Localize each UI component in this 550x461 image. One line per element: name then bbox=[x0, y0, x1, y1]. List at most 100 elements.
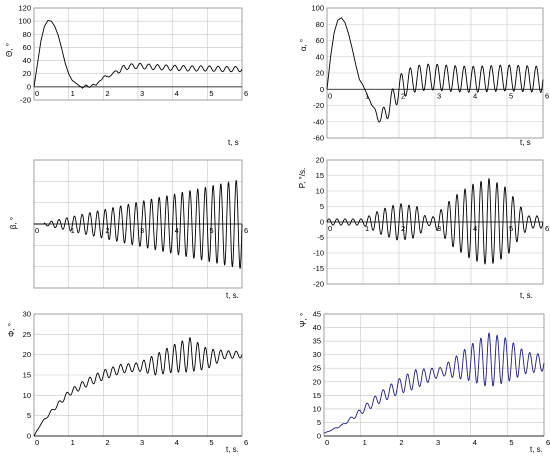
y-tick-label: 100 bbox=[311, 4, 324, 13]
y-tick-label: -20 bbox=[313, 280, 324, 289]
y-tick-label: 120 bbox=[18, 4, 31, 13]
x-tick-label: 6 bbox=[545, 91, 549, 100]
x-tick-label: 2 bbox=[105, 89, 109, 98]
y-tick-label: -20 bbox=[313, 101, 324, 110]
x-tick-label: 1 bbox=[365, 224, 369, 233]
y-tick-label: 5 bbox=[27, 411, 31, 420]
x-axis-label: t, s. bbox=[226, 445, 239, 454]
y-tick-label: 10 bbox=[316, 187, 324, 196]
y-tick-label: 0 bbox=[27, 82, 31, 91]
x-axis-label: t, s bbox=[520, 138, 531, 147]
x-tick-label: 5 bbox=[209, 89, 213, 98]
series-line bbox=[326, 17, 544, 123]
x-tick-label: 6 bbox=[244, 438, 248, 447]
x-tick-label: 3 bbox=[140, 226, 144, 235]
x-tick-label: 0 bbox=[328, 91, 332, 100]
y-tick-label: -60 bbox=[313, 134, 324, 143]
x-tick-label: 6 bbox=[546, 438, 550, 447]
x-tick-label: 3 bbox=[436, 438, 440, 447]
chart-3: 0 1 2 3 4 5 6β, °t, s. bbox=[9, 159, 248, 300]
x-tick-label: 4 bbox=[473, 438, 477, 447]
y-tick-label: 10 bbox=[23, 391, 31, 400]
x-tick-label: 4 bbox=[175, 438, 179, 447]
series-line bbox=[33, 180, 243, 269]
x-axis-label: t, s. bbox=[520, 291, 533, 300]
y-axis-label: α, ° bbox=[299, 39, 308, 51]
x-axis-label: t, s bbox=[228, 138, 239, 147]
y-tick-label: 30 bbox=[313, 350, 321, 359]
y-tick-label: 20 bbox=[23, 350, 31, 359]
y-tick-label: 25 bbox=[23, 330, 31, 339]
y-tick-label: 15 bbox=[316, 171, 324, 180]
series-line bbox=[33, 337, 243, 437]
y-axis-label: β, ° bbox=[9, 217, 18, 229]
series-line bbox=[323, 332, 545, 434]
x-tick-label: 1 bbox=[71, 89, 75, 98]
y-tick-label: 40 bbox=[23, 56, 31, 65]
x-tick-label: 1 bbox=[71, 226, 75, 235]
y-tick-label: 20 bbox=[23, 69, 31, 78]
series-line bbox=[326, 178, 544, 265]
x-tick-label: 5 bbox=[509, 438, 513, 447]
y-tick-label: 15 bbox=[23, 371, 31, 380]
y-axis-label: Ψ, ° bbox=[299, 313, 308, 327]
x-tick-label: 1 bbox=[71, 438, 75, 447]
y-tick-label: 10 bbox=[313, 404, 321, 413]
x-tick-label: 2 bbox=[399, 438, 403, 447]
x-tick-label: 6 bbox=[244, 226, 248, 235]
y-tick-label: 30 bbox=[23, 310, 31, 319]
y-tick-label: 80 bbox=[23, 30, 31, 39]
chart-1: 0 1 2 3 4 5 6 -20 0 20 40 60 80 100 120 Θ, ° t, s bbox=[5, 4, 248, 148]
series-line bbox=[33, 20, 243, 89]
x-tick-label: 3 bbox=[437, 224, 441, 233]
y-tick-label: 20 bbox=[316, 69, 324, 78]
x-axis-label: t, s. bbox=[226, 291, 239, 300]
x-tick-label: 6 bbox=[244, 89, 248, 98]
y-tick-label: 60 bbox=[23, 43, 31, 52]
y-tick-label: 15 bbox=[313, 391, 321, 400]
x-tick-label: 4 bbox=[175, 89, 179, 98]
x-tick-label: 3 bbox=[140, 89, 144, 98]
y-tick-label: -15 bbox=[313, 264, 324, 273]
y-tick-label: 25 bbox=[313, 364, 321, 373]
x-tick-label: 1 bbox=[363, 438, 367, 447]
x-tick-label: 2 bbox=[105, 438, 109, 447]
x-tick-label: 2 bbox=[401, 91, 405, 100]
x-tick-label: 3 bbox=[437, 91, 441, 100]
x-tick-label: 5 bbox=[509, 91, 513, 100]
x-tick-label: 5 bbox=[209, 438, 213, 447]
y-tick-label: -10 bbox=[313, 249, 324, 258]
x-tick-label: 4 bbox=[473, 91, 477, 100]
plot-frame bbox=[33, 7, 243, 101]
x-tick-label: 0 bbox=[35, 89, 39, 98]
x-tick-label: 1 bbox=[365, 91, 369, 100]
y-tick-label: 20 bbox=[316, 156, 324, 165]
x-axis-label: t, s. bbox=[530, 445, 543, 454]
y-tick-label: 100 bbox=[18, 17, 31, 26]
y-tick-label: -40 bbox=[313, 117, 324, 126]
y-tick-label: 5 bbox=[320, 202, 324, 211]
y-tick-label: 0 bbox=[317, 432, 321, 441]
chart-5: 0 1 2 3 4 5 6 0 5 10 15 20 25 30 Φ, ° t, s. bbox=[7, 310, 248, 455]
x-tick-label: 6 bbox=[545, 224, 549, 233]
y-tick-label: 0 bbox=[320, 85, 324, 94]
y-axis-label: P, °/s. bbox=[298, 168, 307, 188]
plot-frame bbox=[326, 7, 544, 139]
y-tick-label: 0 bbox=[320, 218, 324, 227]
y-tick-label: 40 bbox=[316, 52, 324, 61]
y-axis-label: Θ, ° bbox=[5, 43, 14, 57]
y-tick-label: 40 bbox=[313, 323, 321, 332]
chart-2: 0 1 2 3 4 5 6 -60 -40 -20 0 20 40 60 80 100 α, ° t, s bbox=[299, 4, 549, 148]
x-tick-label: 0 bbox=[328, 224, 332, 233]
y-tick-label: -5 bbox=[317, 233, 324, 242]
y-tick-label: 5 bbox=[317, 418, 321, 427]
x-tick-label: 0 bbox=[35, 438, 39, 447]
y-tick-label: 20 bbox=[313, 377, 321, 386]
y-axis-label: Φ, ° bbox=[7, 323, 16, 337]
x-tick-label: 0 bbox=[325, 438, 329, 447]
y-tick-label: 45 bbox=[313, 310, 321, 319]
y-tick-label: 0 bbox=[27, 432, 31, 441]
